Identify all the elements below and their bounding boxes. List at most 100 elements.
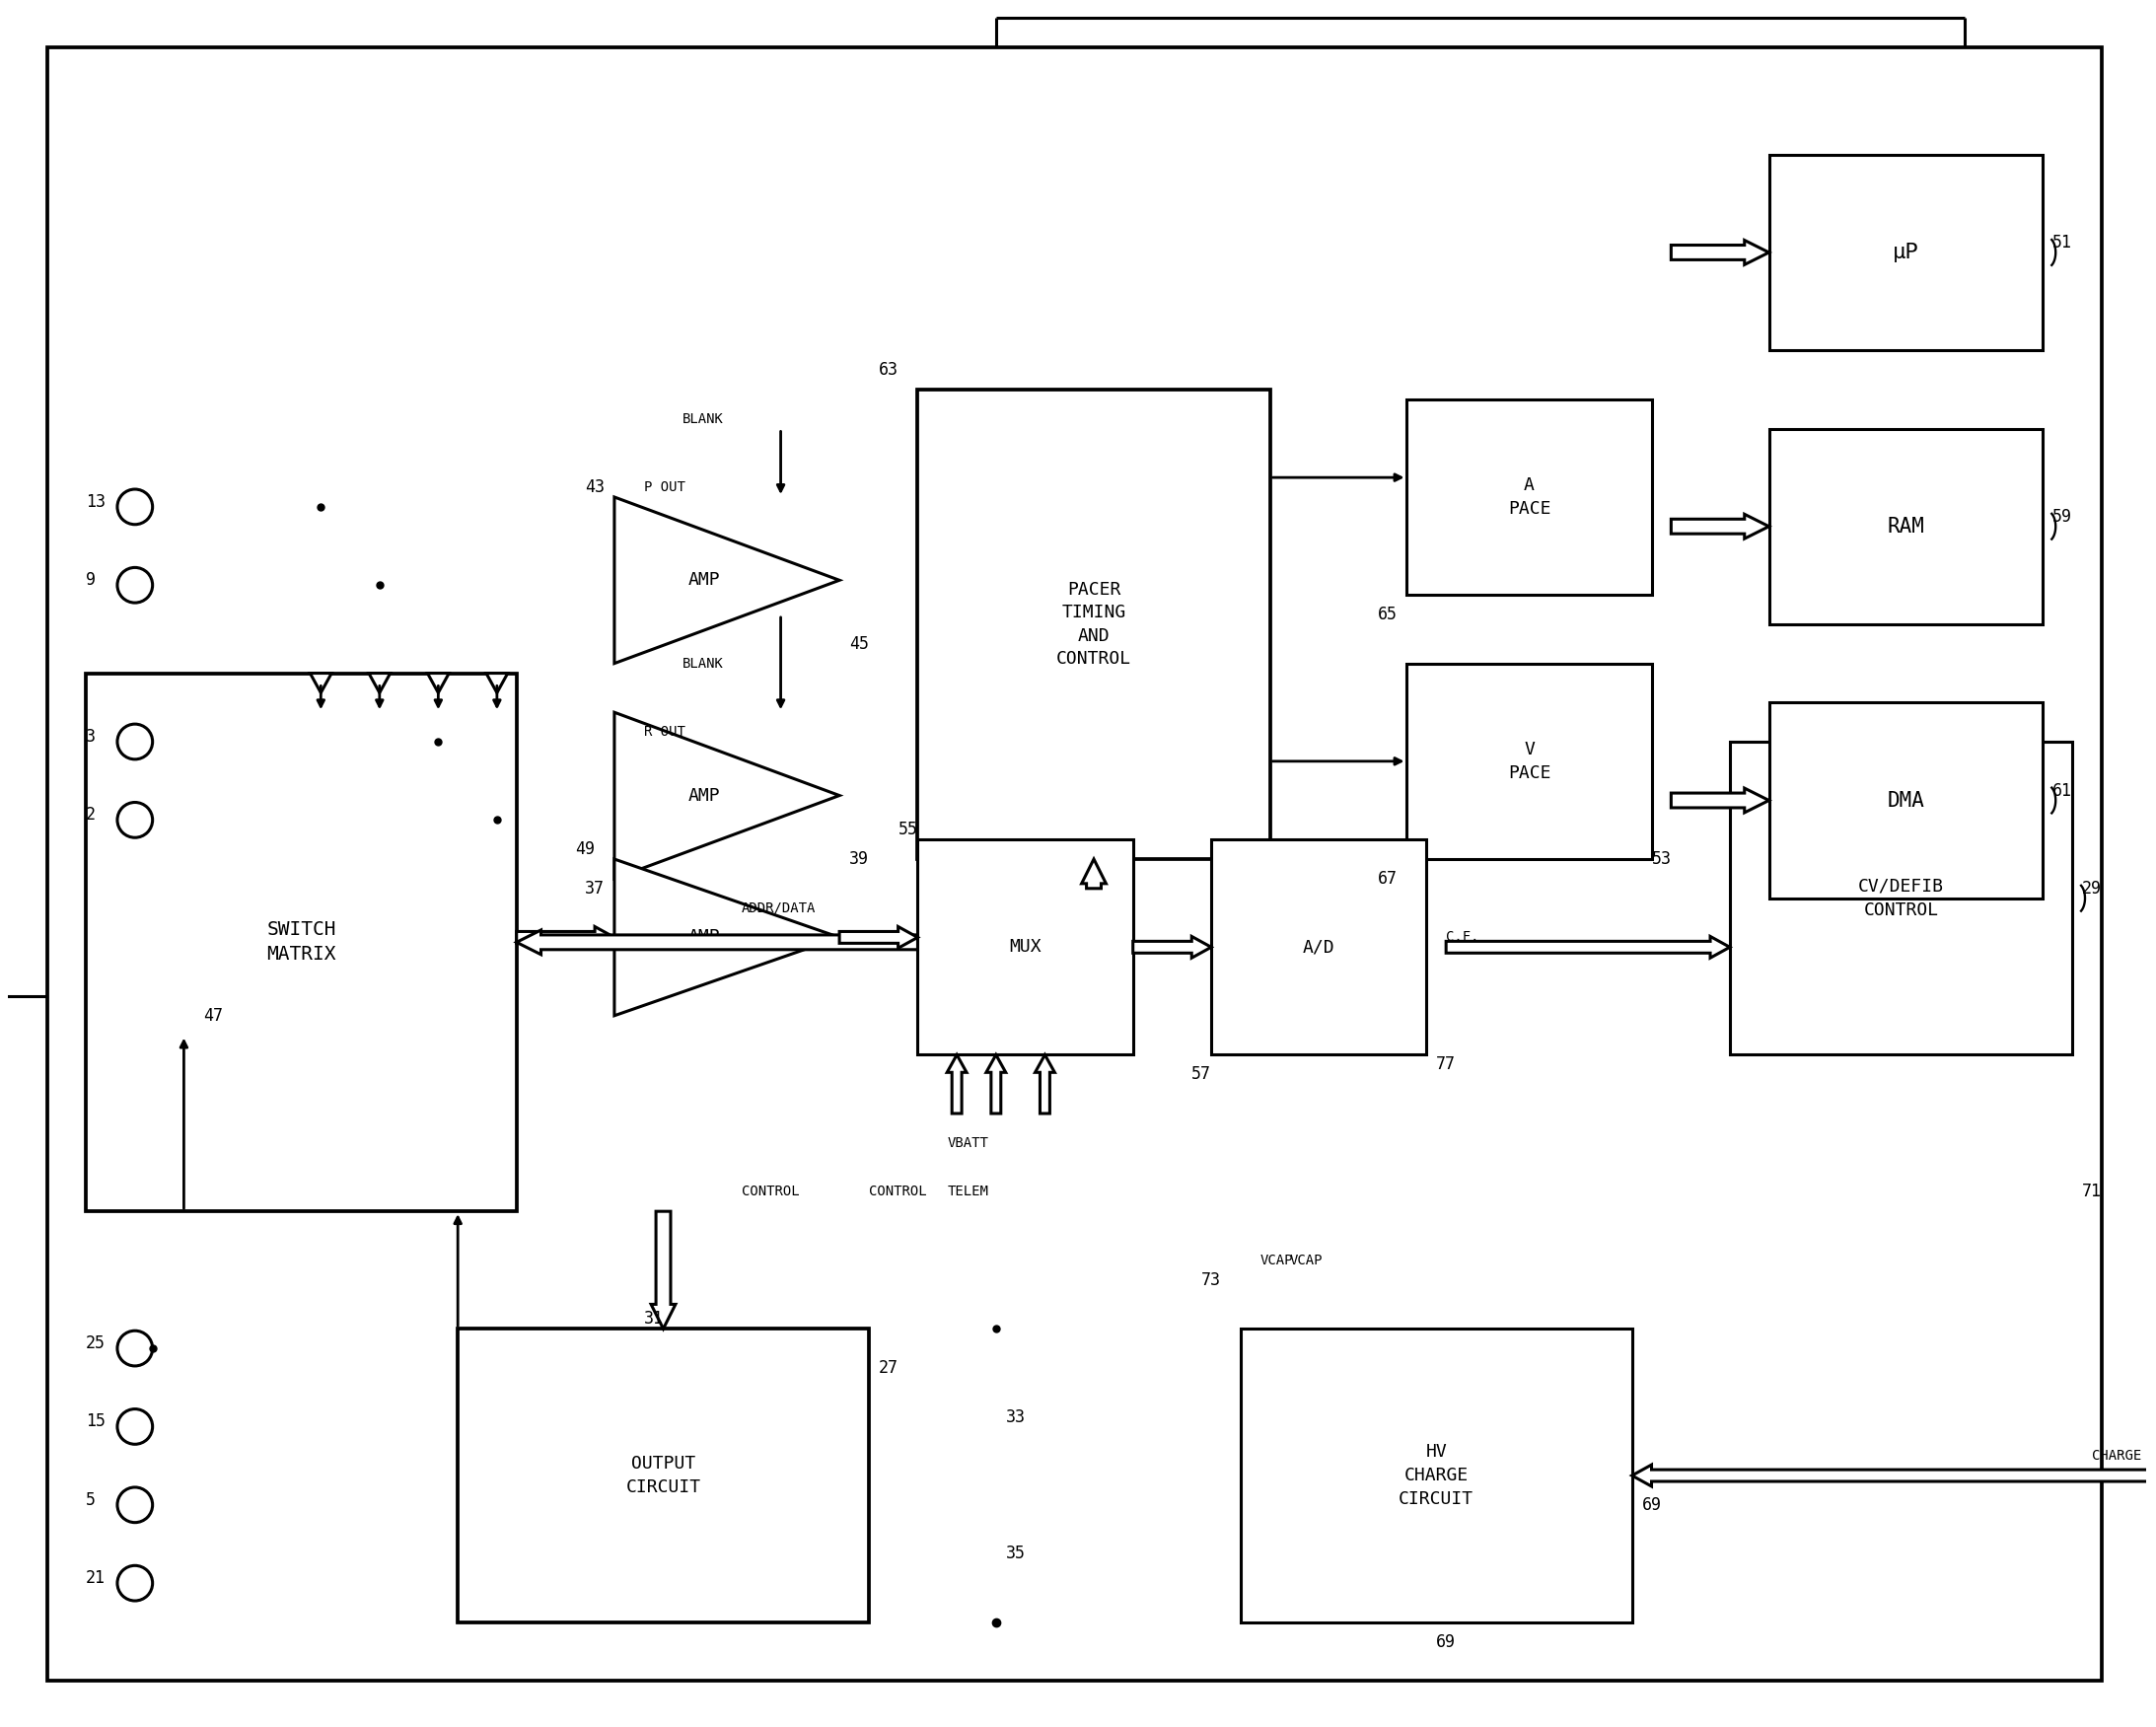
Text: 55: 55: [899, 820, 918, 839]
Text: OUTPUT
CIRCUIT: OUTPUT CIRCUIT: [625, 1456, 701, 1496]
Text: 33: 33: [1005, 1408, 1026, 1427]
Text: 65: 65: [1378, 606, 1397, 623]
Polygon shape: [839, 927, 918, 948]
Text: 61: 61: [2053, 782, 2072, 800]
Circle shape: [116, 489, 153, 525]
Polygon shape: [487, 674, 507, 693]
Text: RAM: RAM: [1886, 516, 1925, 537]
Polygon shape: [1447, 936, 1729, 958]
Polygon shape: [517, 927, 614, 948]
Text: 37: 37: [584, 879, 604, 898]
Text: 73: 73: [1201, 1271, 1220, 1288]
Polygon shape: [614, 858, 839, 1015]
Bar: [1768, 155, 2044, 351]
Polygon shape: [985, 1055, 1005, 1114]
Text: 53: 53: [1651, 850, 1671, 869]
Bar: [918, 839, 1132, 1055]
Circle shape: [116, 568, 153, 603]
Text: C.F.: C.F.: [1447, 931, 1479, 945]
Circle shape: [116, 1332, 153, 1366]
Text: 49: 49: [576, 841, 595, 858]
Text: 39: 39: [849, 850, 869, 869]
Text: AMP: AMP: [688, 929, 720, 946]
Text: 2: 2: [86, 807, 95, 824]
Polygon shape: [1671, 788, 1768, 813]
Text: AMP: AMP: [688, 786, 720, 805]
Text: 5: 5: [86, 1490, 95, 1509]
Text: 51: 51: [2053, 233, 2072, 252]
Polygon shape: [651, 1211, 675, 1328]
Text: SWITCH
MATRIX: SWITCH MATRIX: [267, 920, 336, 964]
Bar: [1729, 741, 2072, 1055]
Text: μP: μP: [1893, 242, 1919, 263]
Text: 9: 9: [86, 572, 95, 589]
Polygon shape: [614, 497, 839, 663]
Text: ADDR/DATA: ADDR/DATA: [742, 901, 815, 915]
Text: 71: 71: [2083, 1183, 2102, 1200]
Polygon shape: [1671, 240, 1768, 264]
Text: 3: 3: [86, 727, 95, 746]
Text: CV/DEFIB
CONTROL: CV/DEFIB CONTROL: [1858, 877, 1945, 919]
Text: CHARGE: CHARGE: [2091, 1449, 2141, 1463]
Bar: [1768, 703, 2044, 898]
Text: R OUT: R OUT: [645, 725, 686, 739]
Polygon shape: [614, 712, 839, 879]
Polygon shape: [427, 674, 448, 693]
Text: 25: 25: [86, 1335, 106, 1352]
Text: TELEM: TELEM: [946, 1185, 987, 1199]
Bar: [1212, 839, 1427, 1055]
Text: 29: 29: [2083, 879, 2102, 898]
Text: 69: 69: [1436, 1634, 1455, 1651]
Text: A
PACE: A PACE: [1507, 477, 1550, 518]
Text: DMA: DMA: [1886, 791, 1925, 810]
Text: BLANK: BLANK: [683, 656, 724, 670]
Circle shape: [116, 1566, 153, 1601]
Circle shape: [116, 803, 153, 838]
Text: 43: 43: [584, 478, 604, 496]
Polygon shape: [517, 931, 918, 955]
Polygon shape: [1632, 1464, 2150, 1487]
Text: 21: 21: [86, 1570, 106, 1587]
Bar: [86, 674, 517, 1211]
Text: 77: 77: [1436, 1055, 1455, 1074]
Text: BLANK: BLANK: [683, 411, 724, 425]
Text: 13: 13: [86, 494, 106, 511]
Polygon shape: [1132, 936, 1212, 958]
Text: P OUT: P OUT: [645, 480, 686, 494]
Polygon shape: [1671, 515, 1768, 539]
Text: 57: 57: [1192, 1066, 1212, 1083]
Polygon shape: [1035, 1055, 1054, 1114]
Bar: [918, 389, 1270, 858]
Text: 63: 63: [877, 361, 899, 378]
Circle shape: [116, 1409, 153, 1444]
Polygon shape: [946, 1055, 966, 1114]
Text: A/D: A/D: [1302, 938, 1335, 957]
Bar: [1240, 1328, 1632, 1622]
Text: 47: 47: [203, 1007, 222, 1024]
Text: AMP: AMP: [688, 572, 720, 589]
Text: CONTROL: CONTROL: [869, 1185, 927, 1199]
Bar: [1408, 399, 1651, 594]
Text: VCAP: VCAP: [1289, 1254, 1322, 1268]
Text: PACER
TIMING
AND
CONTROL: PACER TIMING AND CONTROL: [1056, 580, 1132, 668]
Text: CONTROL: CONTROL: [742, 1185, 800, 1199]
Text: 15: 15: [86, 1413, 106, 1430]
Text: 45: 45: [849, 636, 869, 653]
Text: 31: 31: [645, 1311, 664, 1328]
Polygon shape: [369, 674, 390, 693]
Text: MUX: MUX: [1009, 938, 1041, 957]
Text: VCAP: VCAP: [1259, 1254, 1294, 1268]
Bar: [1768, 428, 2044, 623]
Circle shape: [116, 724, 153, 760]
Text: 35: 35: [1005, 1546, 1026, 1563]
Text: 69: 69: [1641, 1496, 1662, 1515]
Text: HV
CHARGE
CIRCUIT: HV CHARGE CIRCUIT: [1399, 1444, 1475, 1508]
Text: 59: 59: [2053, 508, 2072, 525]
Text: 27: 27: [877, 1359, 899, 1376]
Circle shape: [116, 1487, 153, 1523]
Text: 67: 67: [1378, 870, 1397, 888]
Bar: [457, 1328, 869, 1622]
Polygon shape: [1082, 858, 1106, 888]
Polygon shape: [310, 674, 332, 693]
Text: VBATT: VBATT: [946, 1136, 987, 1150]
